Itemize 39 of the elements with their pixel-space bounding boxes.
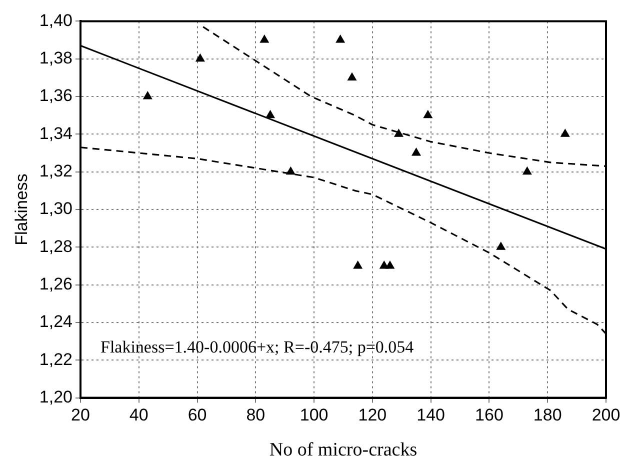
annotation: Flakiness=1.40-0.0006+x; R=-0.475; p=0.054 [100, 337, 414, 356]
point [195, 53, 205, 62]
x-tick-label: 200 [592, 406, 620, 425]
y-tick-label: 1,20 [39, 387, 72, 406]
y-tick-label: 1,30 [39, 199, 72, 218]
y-tick-label: 1,34 [39, 124, 72, 143]
y-tick-label: 1,38 [39, 48, 72, 68]
point [353, 260, 363, 269]
point [385, 260, 395, 269]
x-tick-label: 40 [129, 406, 148, 425]
x-tick-label: 100 [300, 406, 328, 425]
y-tick-label: 1,40 [39, 10, 72, 30]
point [336, 34, 346, 43]
point [496, 242, 506, 250]
y-axis-title: Flakiness [12, 174, 31, 246]
y-tick-label: 1,32 [39, 162, 72, 181]
y-tick-label: 1,26 [39, 274, 72, 294]
y-tick-label: 1,28 [39, 236, 72, 256]
point [411, 148, 421, 156]
point [522, 166, 532, 175]
x-tick-label: 160 [475, 406, 504, 425]
point [286, 166, 296, 175]
x-tick-label: 120 [358, 406, 387, 425]
x-tick-label: 80 [246, 406, 266, 425]
x-tick-label: 20 [71, 406, 90, 425]
point [347, 72, 357, 80]
point [265, 110, 276, 118]
point [142, 91, 152, 100]
x-tick-label: 140 [416, 406, 446, 425]
point [394, 128, 404, 137]
y-tick-label: 1,22 [39, 350, 72, 369]
x-tick-label: 60 [188, 406, 207, 425]
point [260, 34, 270, 43]
y-tick-label: 1,36 [39, 86, 72, 106]
y-tick-label: 1,24 [39, 312, 72, 332]
point [423, 110, 433, 118]
x-tick-label: 180 [533, 406, 562, 425]
x-axis-title: No of micro-cracks [269, 440, 418, 461]
point [560, 128, 570, 137]
